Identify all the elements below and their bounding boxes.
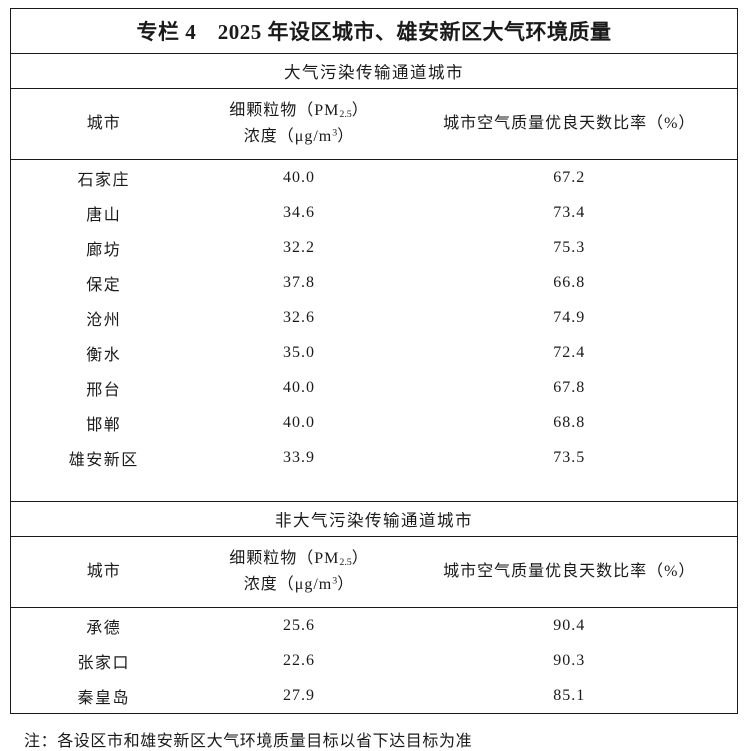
table-row: 廊坊 32.2 75.3 <box>11 230 738 265</box>
table-row: 邯郸 40.0 68.8 <box>11 405 738 440</box>
cell-city: 保定 <box>86 276 122 294</box>
pm25-label-pre: 细颗粒物（PM <box>229 549 340 567</box>
column-header-good-days-1: 城市空气质量优良天数比率（%） <box>401 88 738 160</box>
cell-good-days: 75.3 <box>553 238 586 256</box>
cell-good-days: 90.4 <box>553 616 586 634</box>
column-header-pm25-line1: 细颗粒物（PM2.5） <box>197 546 402 572</box>
table-row: 保定 37.8 66.8 <box>11 265 738 300</box>
cell-city: 沧州 <box>86 311 122 329</box>
cell-pm25: 34.6 <box>283 203 315 221</box>
cell-good-days: 85.1 <box>553 686 586 704</box>
table-row: 衡水 35.0 72.4 <box>11 335 738 370</box>
column-header-row-1: 城市 细颗粒物（PM2.5） 浓度（μg/m3） 城市空气质量优良天数比率（%） <box>10 88 738 160</box>
section-spacer <box>10 475 738 502</box>
table-footnote: 注：各设区市和雄安新区大气环境质量目标以省下达目标为准 <box>24 733 473 750</box>
cell-good-days: 73.4 <box>553 203 586 221</box>
pm25-unit-post: ） <box>337 128 355 145</box>
cell-good-days: 67.8 <box>553 378 586 396</box>
table-row: 石家庄 40.0 67.2 <box>11 160 738 196</box>
table-row: 唐山 34.6 73.4 <box>11 195 738 230</box>
cell-city: 承德 <box>86 619 122 637</box>
column-header-pm25-line1: 细颗粒物（PM2.5） <box>197 98 402 124</box>
document-page: 专栏 4 2025 年设区城市、雄安新区大气环境质量 大气污染传输通道城市 城市… <box>10 8 739 750</box>
section-band-label-1: 大气污染传输通道城市 <box>10 53 738 89</box>
table-row: 沧州 32.6 74.9 <box>11 300 738 335</box>
section-band-row-2: 非大气污染传输通道城市 <box>10 501 738 537</box>
column-header-good-days-2: 城市空气质量优良天数比率（%） <box>401 536 738 608</box>
column-header-pm25-2: 细颗粒物（PM2.5） 浓度（μg/m3） <box>196 536 402 608</box>
pm25-subscript: 2.5 <box>339 108 352 120</box>
cell-pm25: 35.0 <box>283 343 315 361</box>
cell-pm25: 37.8 <box>283 273 315 291</box>
cell-good-days: 74.9 <box>553 308 586 326</box>
cell-pm25: 27.9 <box>283 686 315 704</box>
cell-good-days: 90.3 <box>553 651 586 669</box>
cell-pm25: 33.9 <box>283 448 315 466</box>
pm25-unit-post: ） <box>337 576 355 593</box>
cell-city: 秦皇岛 <box>77 689 130 707</box>
section-spacer-row <box>10 475 738 502</box>
air-quality-table: 专栏 4 2025 年设区城市、雄安新区大气环境质量 大气污染传输通道城市 城市… <box>10 8 739 714</box>
cell-city: 廊坊 <box>86 241 122 259</box>
pm25-label-post: ） <box>351 101 369 119</box>
cell-pm25: 40.0 <box>283 168 315 186</box>
cell-city: 雄安新区 <box>68 451 139 469</box>
cell-good-days: 67.2 <box>553 168 586 186</box>
pm25-label-pre: 细颗粒物（PM <box>229 101 340 119</box>
section-band-label-2: 非大气污染传输通道城市 <box>10 501 738 537</box>
column-header-pm25-line2: 浓度（μg/m3） <box>197 572 402 598</box>
cell-pm25: 22.6 <box>283 651 315 669</box>
cell-city: 张家口 <box>77 654 130 672</box>
table-row: 雄安新区 33.9 73.5 <box>11 440 738 475</box>
section-band-row-1: 大气污染传输通道城市 <box>10 53 738 89</box>
cell-good-days: 72.4 <box>553 343 586 361</box>
cell-pm25: 25.6 <box>283 616 315 634</box>
cell-pm25: 32.6 <box>283 308 315 326</box>
pm25-unit-pre: 浓度（μg/m <box>243 128 333 145</box>
cell-city: 唐山 <box>86 206 122 224</box>
cell-good-days: 66.8 <box>553 273 586 291</box>
cell-good-days: 73.5 <box>553 448 586 466</box>
column-header-pm25-line2: 浓度（μg/m3） <box>197 124 402 150</box>
column-header-city-2: 城市 <box>10 536 197 608</box>
pm25-unit-superscript: 3 <box>332 575 338 587</box>
page-title: 专栏 4 2025 年设区城市、雄安新区大气环境质量 <box>10 8 738 54</box>
table-row: 承德 25.6 90.4 <box>11 608 738 644</box>
pm25-unit-pre: 浓度（μg/m <box>243 576 333 593</box>
cell-city: 衡水 <box>86 346 122 364</box>
pm25-label-post: ） <box>351 549 369 567</box>
table-row: 邢台 40.0 67.8 <box>11 370 738 405</box>
cell-city: 石家庄 <box>77 171 130 189</box>
cell-city: 邯郸 <box>86 416 122 434</box>
pm25-subscript: 2.5 <box>339 556 352 568</box>
table-title-row: 专栏 4 2025 年设区城市、雄安新区大气环境质量 <box>10 8 738 54</box>
cell-pm25: 40.0 <box>283 378 315 396</box>
table-row: 张家口 22.6 90.3 <box>11 643 738 678</box>
column-header-pm25-1: 细颗粒物（PM2.5） 浓度（μg/m3） <box>196 88 402 160</box>
column-header-city-1: 城市 <box>10 88 197 160</box>
column-header-row-2: 城市 细颗粒物（PM2.5） 浓度（μg/m3） 城市空气质量优良天数比率（%） <box>10 536 738 608</box>
cell-city: 邢台 <box>86 381 122 399</box>
pm25-unit-superscript: 3 <box>332 127 338 139</box>
cell-pm25: 32.2 <box>283 238 315 256</box>
cell-good-days: 68.8 <box>553 413 586 431</box>
cell-pm25: 40.0 <box>283 413 315 431</box>
table-row: 秦皇岛 27.9 85.1 <box>11 678 738 714</box>
